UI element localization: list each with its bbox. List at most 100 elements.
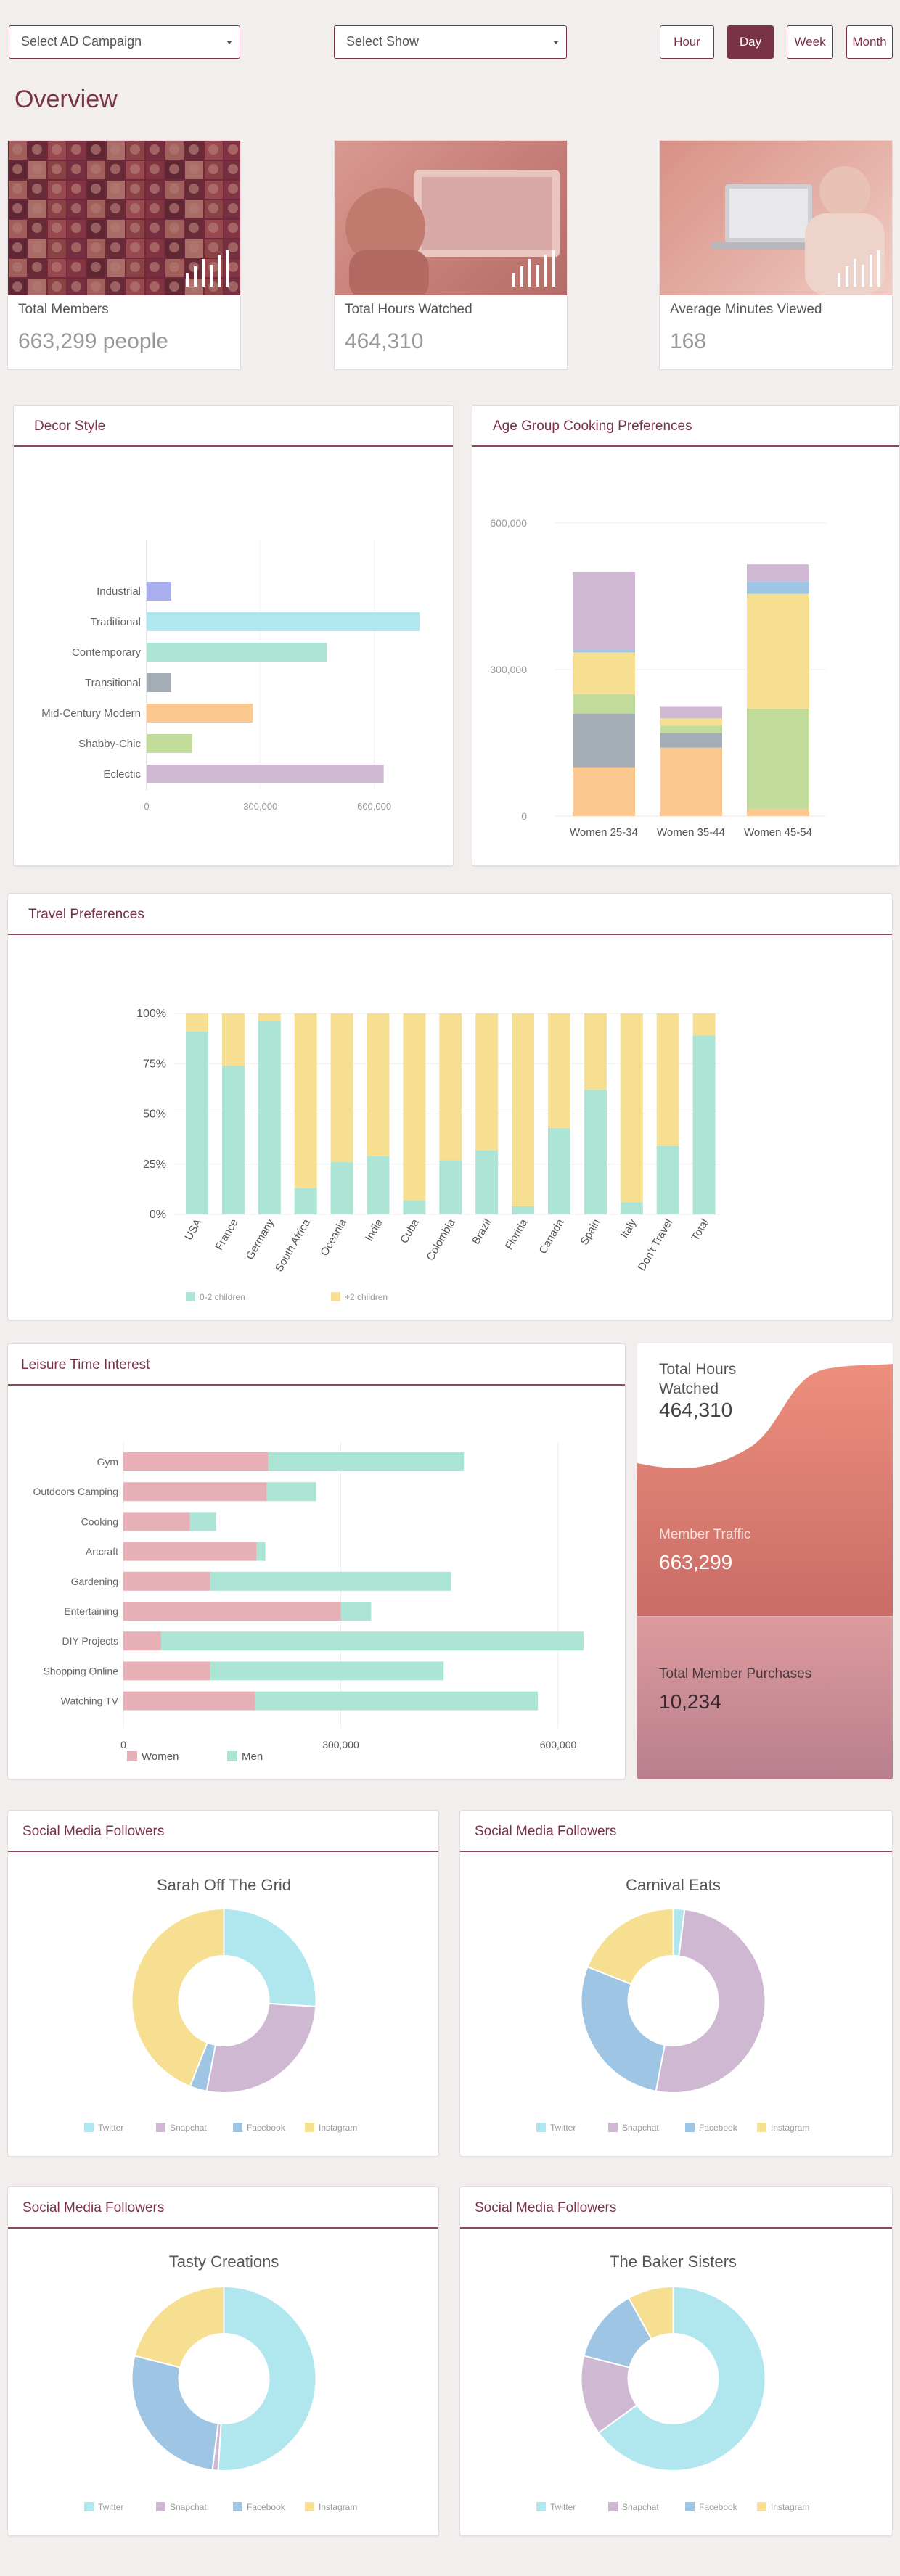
face-tile-head [228,262,238,272]
stack-segment [439,1160,462,1214]
face-tile-head [169,184,179,194]
legend-label: Twitter [98,2123,123,2133]
card-header: Social Media Followers [8,1811,438,1852]
stack-segment [294,1013,317,1188]
stack-segment [256,1542,266,1561]
donut-slice [597,2285,766,2472]
hour-button[interactable]: Hour [660,25,714,59]
age-group-chart: 0 300,000 600,000 Women 25-34 Women 35-44 Wom… [490,517,826,839]
stack-segment [123,1571,210,1591]
stack-segment [747,708,809,809]
face-tile-head [189,203,199,213]
category-label: Women 45-54 [744,826,812,839]
stack-segment [548,1127,570,1214]
stat-label: Total Hours Watched [345,302,472,317]
show-select-value: Select Show [346,34,420,49]
chevron-down-icon [553,41,559,44]
face-tile-head [228,281,238,292]
legend-label: Facebook [247,2123,286,2133]
face-tile-head [150,164,160,174]
show-select[interactable]: Select Show [334,25,567,59]
stat-card-minutes: Average Minutes Viewed 168 [659,140,893,370]
face-tile-head [110,262,120,272]
stack-segment [660,733,722,748]
face-tile-head [130,281,140,292]
legend-label: Twitter [550,2123,576,2133]
face-tile-head [130,223,140,233]
stack-segment [367,1156,390,1214]
face-tile-head [130,144,140,155]
day-button[interactable]: Day [727,25,774,59]
legend-swatch [305,2502,314,2511]
stack-segment [660,725,722,733]
category-label: Shabby-Chic [78,738,141,750]
stat-label: Total Members [18,302,109,317]
category-label: DIY Projects [62,1635,118,1647]
legend-label: +2 children [345,1292,388,1302]
y-tick-label: 75% [143,1058,166,1070]
face-tile-head [130,184,140,194]
donut-chart-tasty: Tasty Creations Twitter Snapchat Facebook In… [84,2252,357,2512]
stack-segment [255,1691,539,1711]
stack-segment [660,747,722,816]
week-button[interactable]: Week [787,25,833,59]
legend-swatch [757,2123,766,2132]
legend-label: Instagram [319,2123,357,2133]
stack-segment [294,1188,317,1214]
card-title: Social Media Followers [22,1824,165,1839]
stat-card-members: Total Members 663,299 people [7,140,241,370]
face-tile-head [228,164,238,174]
y-tick-label: 0 [521,810,527,822]
chevron-down-icon [226,41,232,44]
face-tile-head [130,164,140,174]
face-tile-head [71,184,81,194]
legend-label: Twitter [98,2502,123,2512]
category-label: Italy [618,1217,639,1240]
legend-label: Men [242,1750,263,1763]
hours-value: 464,310 [659,1399,733,1421]
face-tile-head [52,184,62,194]
legend-swatch [685,2502,695,2511]
face-tile-head [189,164,199,174]
face-tile-head [32,184,42,194]
campaign-select[interactable]: Select AD Campaign [9,25,240,59]
stack-segment [367,1013,390,1156]
face-tile-head [169,203,179,213]
stack-segment [221,1013,245,1066]
face-tile-head [150,203,160,213]
card-header: Travel Preferences [8,894,892,935]
stack-segment [123,1452,269,1471]
face-tile-head [228,223,238,233]
face-tile-head [91,144,101,155]
face-tile-head [32,203,42,213]
legend-swatch [227,1751,237,1761]
decor-style-card: Decor Style 0 300,000 600,000 Industrial Tra… [13,405,454,866]
social-card-4: Social Media Followers The Baker Sisters… [459,2186,893,2536]
stack-segment [573,652,635,694]
category-label: Total [689,1217,711,1243]
face-tile-head [208,203,218,213]
stat-value: 168 [670,329,707,353]
category-label: Artcraft [86,1546,118,1557]
category-label: South Africa [273,1217,313,1274]
y-tick-label: 300,000 [490,664,527,675]
face-tile-head [208,242,218,252]
legend-swatch [233,2123,242,2132]
face-tile-head [169,281,179,292]
face-tile-head [169,262,179,272]
month-button[interactable]: Month [846,25,893,59]
stack-segment [660,718,722,726]
bar [147,765,384,783]
face-tile-head [32,164,42,174]
category-label: Germany [244,1217,277,1262]
social-card-1: Social Media Followers Sarah Off The Gri… [7,1810,439,2157]
card-header: Age Group Cooking Preferences [472,406,899,447]
face-tile-head [150,242,160,252]
stack-segment [475,1013,499,1151]
stat-label: Average Minutes Viewed [670,302,822,317]
face-tile-head [32,144,42,155]
category-label: Contemporary [72,646,142,659]
category-label: Traditional [91,616,141,628]
donut-slice [205,2002,317,2094]
leisure-chart: 0 300,000 600,000 Gym Outdoors Camping Cookin… [33,1442,584,1763]
